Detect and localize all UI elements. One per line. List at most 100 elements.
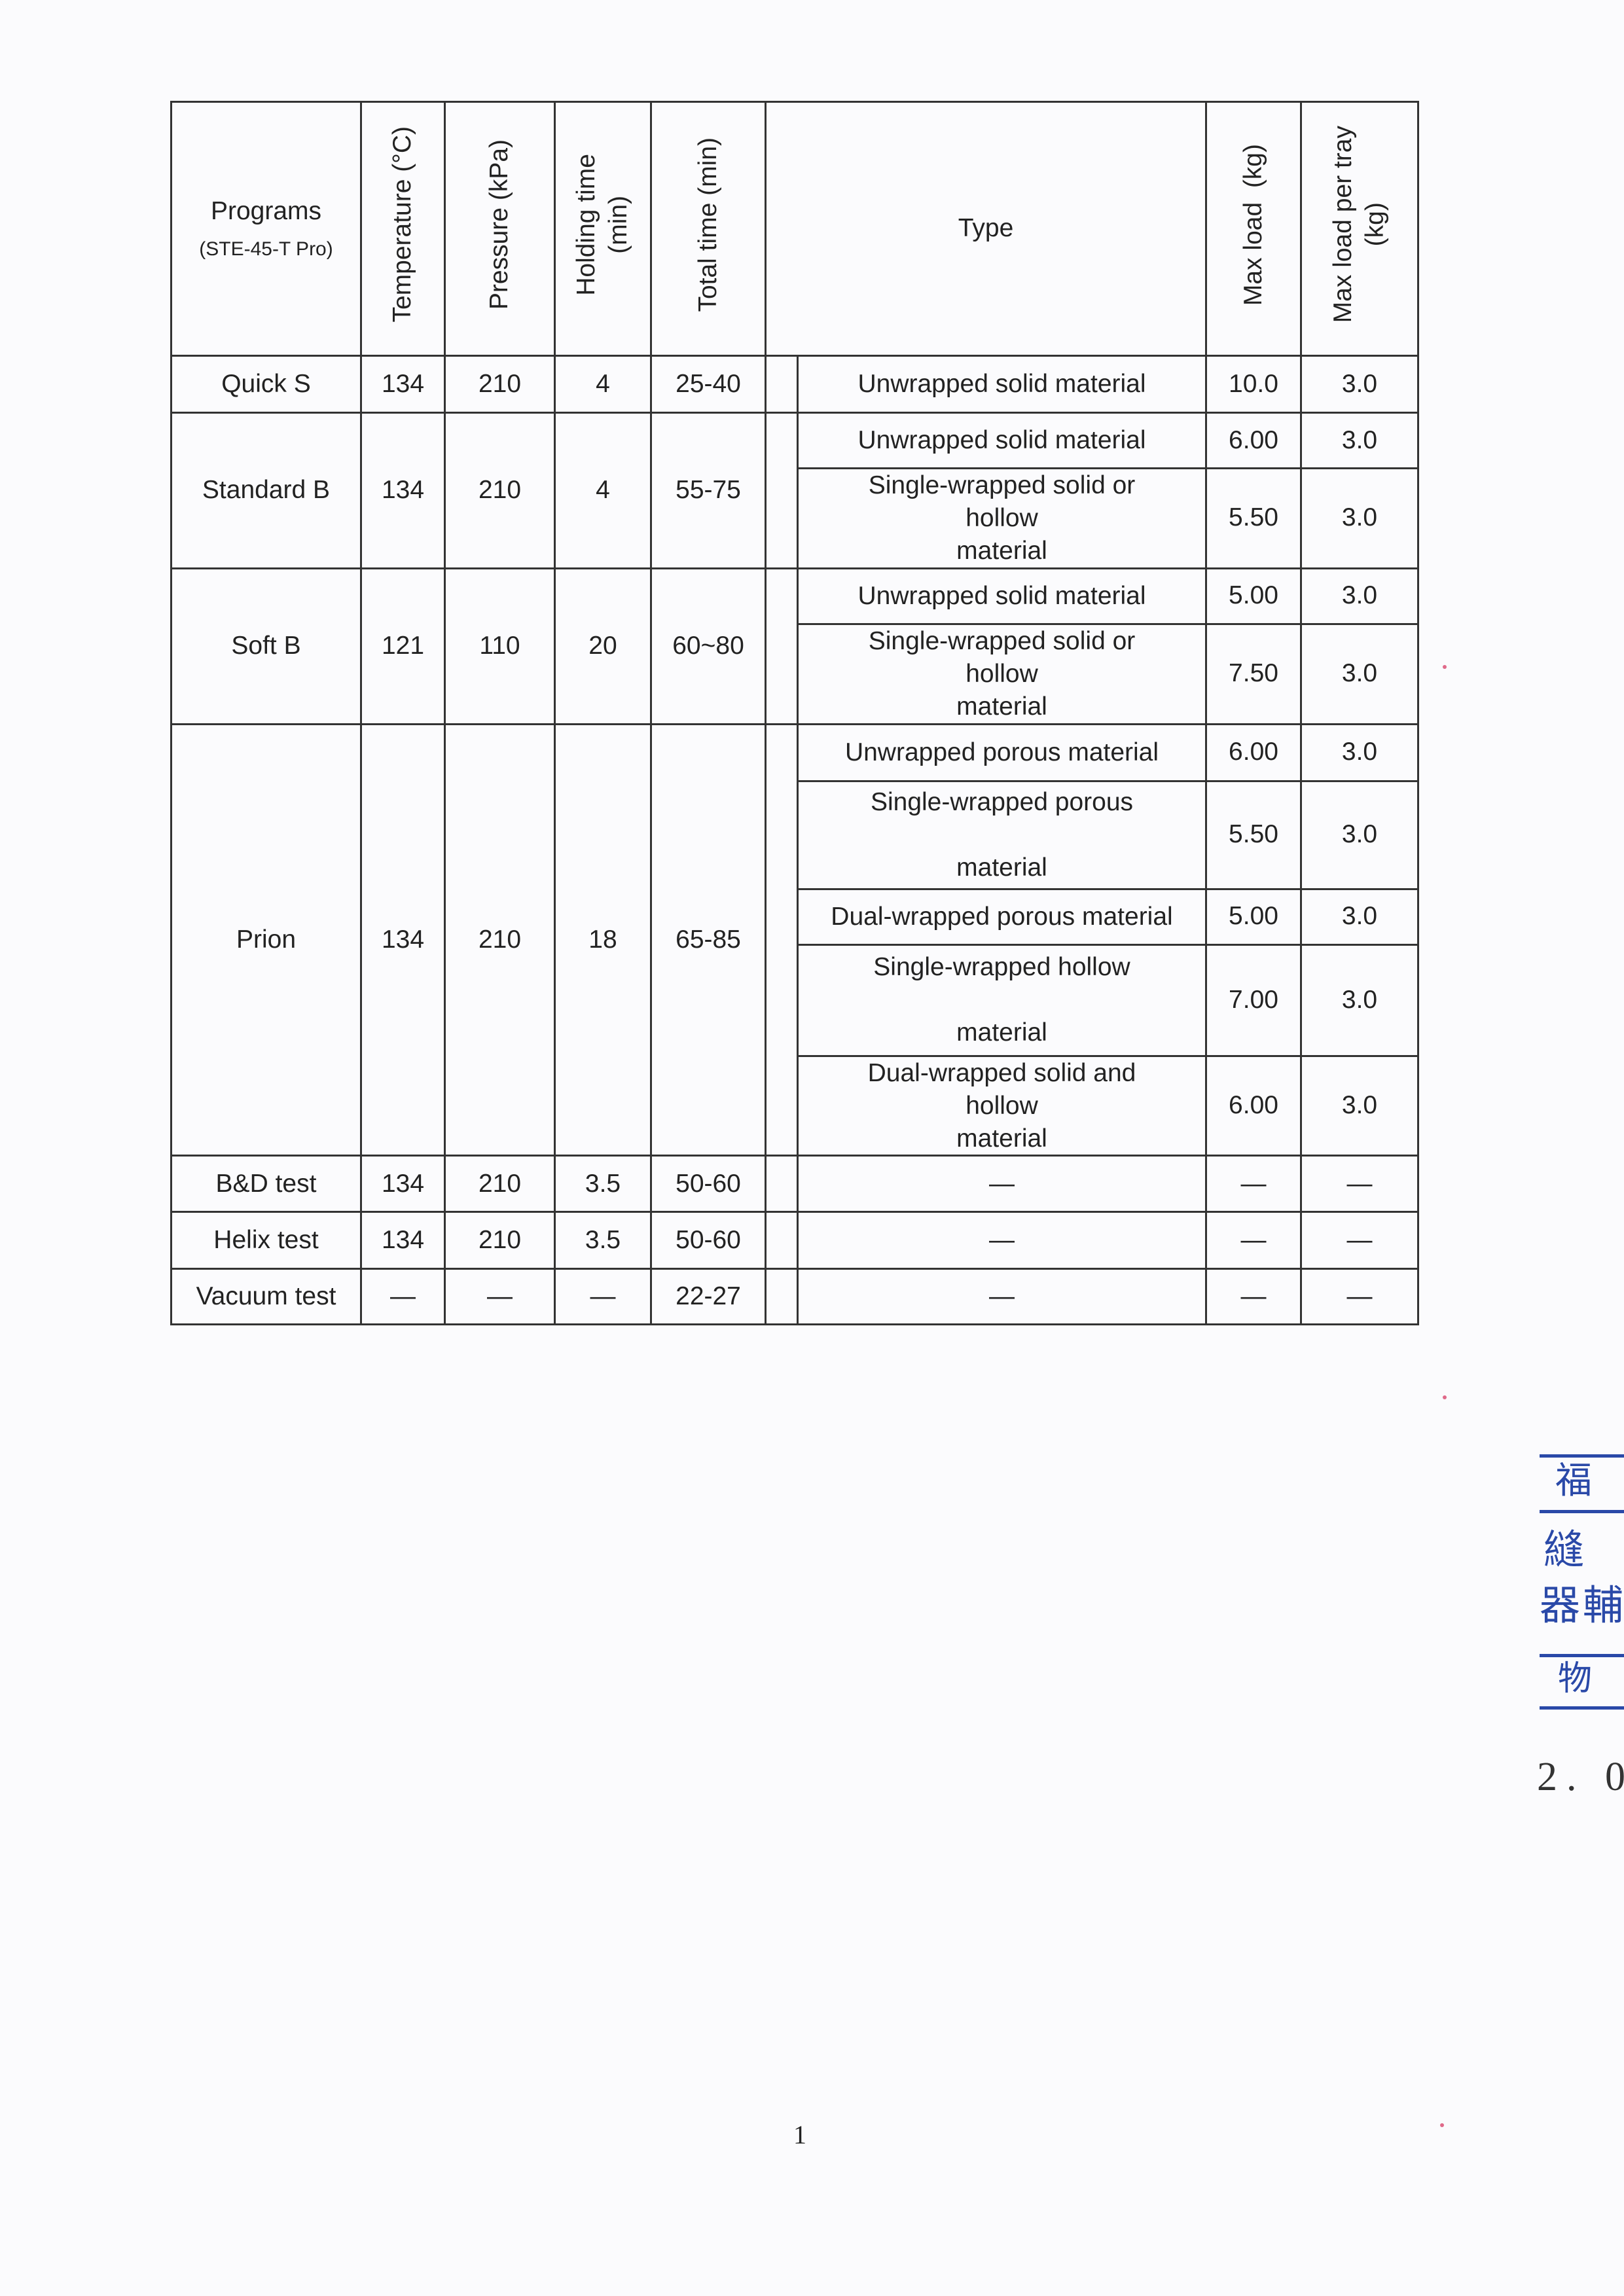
header-model: (STE-45-T Pro) <box>199 238 333 260</box>
pressure-cell: 210 <box>444 1155 556 1213</box>
temperature-cell: 134 <box>360 412 446 569</box>
max-load-cell: 7.50 <box>1205 622 1302 725</box>
spacer-cell <box>765 1211 799 1270</box>
max-load-tray-text: Max load per tray <box>1329 126 1358 323</box>
table-row: B&D test 134 210 3.5 50-60— — — <box>170 1155 1419 1213</box>
max-load-tray-cell: 3.0 <box>1300 467 1419 569</box>
spacer-cell <box>765 412 799 569</box>
max-load-cell: 6.00 <box>1205 1054 1302 1157</box>
max-load-tray-cell: 3.0 <box>1300 1054 1419 1157</box>
holding-time-cell: 3.5 <box>554 1155 652 1213</box>
load-type-cell: Unwrapped solid material <box>797 567 1207 625</box>
holding-time-cell: — <box>554 1268 652 1326</box>
table-row: Helix test 134 210 3.5 50-60— — — <box>170 1211 1419 1270</box>
table-row: Single-wrapped solid or hollow material 5… <box>171 467 1419 569</box>
max-load-cell: — <box>1205 1268 1302 1326</box>
header-max-load-tray-label: Max load per tray (kg) <box>1327 126 1392 323</box>
header-holding-time: Holding time (min) <box>554 101 652 357</box>
load-type-cell: — <box>797 1268 1207 1326</box>
max-load-cell: 7.00 <box>1205 943 1302 1057</box>
table-row: Dual-wrapped porous material 5.00 3.0 <box>171 888 1419 946</box>
load-type-cell: — <box>797 1211 1207 1270</box>
load-type-cell: — <box>797 1155 1207 1213</box>
holding-time-text: Holding time <box>572 153 601 296</box>
table-row: Single-wrapped hollow material 7.00 3.0 <box>171 943 1419 1057</box>
pressure-cell: 210 <box>444 1211 556 1270</box>
load-type-cell: Dual-wrapped porous material <box>797 888 1207 946</box>
temperature-cell: 134 <box>360 355 446 414</box>
pressure-cell: 210 <box>444 355 556 414</box>
load-type-cell: Single-wrapped porous material <box>797 780 1207 890</box>
program-name: Vacuum test <box>170 1268 362 1326</box>
header-type: Type <box>765 101 1207 357</box>
max-load-tray-cell: 3.0 <box>1300 355 1419 414</box>
table-row: Dual-wrapped solid and hollow material 6.… <box>171 1054 1419 1157</box>
load-type-cell: Unwrapped solid material <box>797 355 1207 414</box>
max-load-tray-cell: 3.0 <box>1300 723 1419 782</box>
load-type-cell: Unwrapped solid material <box>797 412 1207 469</box>
total-time-cell: 60~80 <box>650 567 767 725</box>
header-type-label: Type <box>958 214 1014 243</box>
holding-time-cell: 4 <box>554 355 652 414</box>
program-name: Soft B <box>170 567 362 725</box>
header-max-load: Max load (kg) <box>1205 101 1302 357</box>
table-row: Prion 134 210 18 65-85 Unwrapped porous mater… <box>170 723 1419 1157</box>
total-time-cell: 65-85 <box>650 723 767 1157</box>
total-time-cell: 50-60 <box>650 1211 767 1270</box>
max-load-cell: — <box>1205 1155 1302 1213</box>
header-programs-label: Programs <box>210 197 322 226</box>
max-load-tray-cell: — <box>1300 1211 1419 1270</box>
page-number: 1 <box>793 2120 806 2149</box>
table-row: Single-wrapped solid or hollow material 7… <box>171 622 1419 725</box>
temperature-cell: 134 <box>360 723 446 1157</box>
temperature-cell: 134 <box>360 1155 446 1213</box>
holding-time-cell: 20 <box>554 567 652 725</box>
header-row: Programs (STE-45-T Pro) Temperature (°C) … <box>170 101 1419 357</box>
company-stamp: 福 縫 器 輔 物 <box>1540 1454 1624 1710</box>
header-total-time-label: Total time (min) <box>693 137 722 312</box>
program-name: Quick S <box>170 355 362 414</box>
total-time-cell: 25-40 <box>650 355 767 414</box>
load-type-cell: Single-wrapped solid or hollow material <box>797 622 1207 725</box>
max-load-cell: 5.00 <box>1205 888 1302 946</box>
program-name: Helix test <box>170 1211 362 1270</box>
max-load-tray-cell: 3.0 <box>1300 412 1419 469</box>
program-name: Standard B <box>170 412 362 569</box>
load-type-cell: Single-wrapped solid or hollow material <box>797 467 1207 569</box>
header-temperature-label: Temperature (°C) <box>388 126 417 323</box>
spacer-cell <box>765 723 799 1157</box>
temperature-cell: 134 <box>360 1211 446 1270</box>
header-programs: Programs (STE-45-T Pro) <box>170 101 362 357</box>
header-temperature: Temperature (°C) <box>360 101 446 357</box>
total-time-cell: 22-27 <box>650 1268 767 1326</box>
max-load-cell: 5.50 <box>1205 467 1302 569</box>
max-load-cell: 5.00 <box>1205 567 1302 625</box>
max-load-tray-cell: 3.0 <box>1300 888 1419 946</box>
load-type-cell: Single-wrapped hollow material <box>797 943 1207 1057</box>
total-time-cell: 50-60 <box>650 1155 767 1213</box>
holding-time-cell: 4 <box>554 412 652 569</box>
speck <box>1443 665 1447 669</box>
max-load-cell: 6.00 <box>1205 412 1302 469</box>
max-load-tray-cell: — <box>1300 1155 1419 1213</box>
sterilization-programs-table: Programs (STE-45-T Pro) Temperature (°C) … <box>170 101 1419 1326</box>
load-type-cell: Dual-wrapped solid and hollow material <box>797 1054 1207 1157</box>
date-fragment: 2. 03 <box>1537 1755 1624 1799</box>
pressure-cell: — <box>444 1268 556 1326</box>
max-load-cell: 5.50 <box>1205 780 1302 890</box>
speck <box>1440 2123 1444 2127</box>
speck <box>1443 1395 1447 1399</box>
max-load-cell: — <box>1205 1211 1302 1270</box>
max-load-cell: 10.0 <box>1205 355 1302 414</box>
load-type-cell: Unwrapped porous material <box>797 723 1207 782</box>
max-load-cell: 6.00 <box>1205 723 1302 782</box>
spacer-cell <box>765 567 799 725</box>
max-load-tray-cell: — <box>1300 1268 1419 1326</box>
pressure-cell: 110 <box>444 567 556 725</box>
max-load-tray-cell: 3.0 <box>1300 780 1419 890</box>
holding-time-cell: 18 <box>554 723 652 1157</box>
pressure-cell: 210 <box>444 723 556 1157</box>
header-total-time: Total time (min) <box>650 101 767 357</box>
header-pressure-label: Pressure (kPa) <box>485 139 514 310</box>
temperature-cell: 121 <box>360 567 446 725</box>
